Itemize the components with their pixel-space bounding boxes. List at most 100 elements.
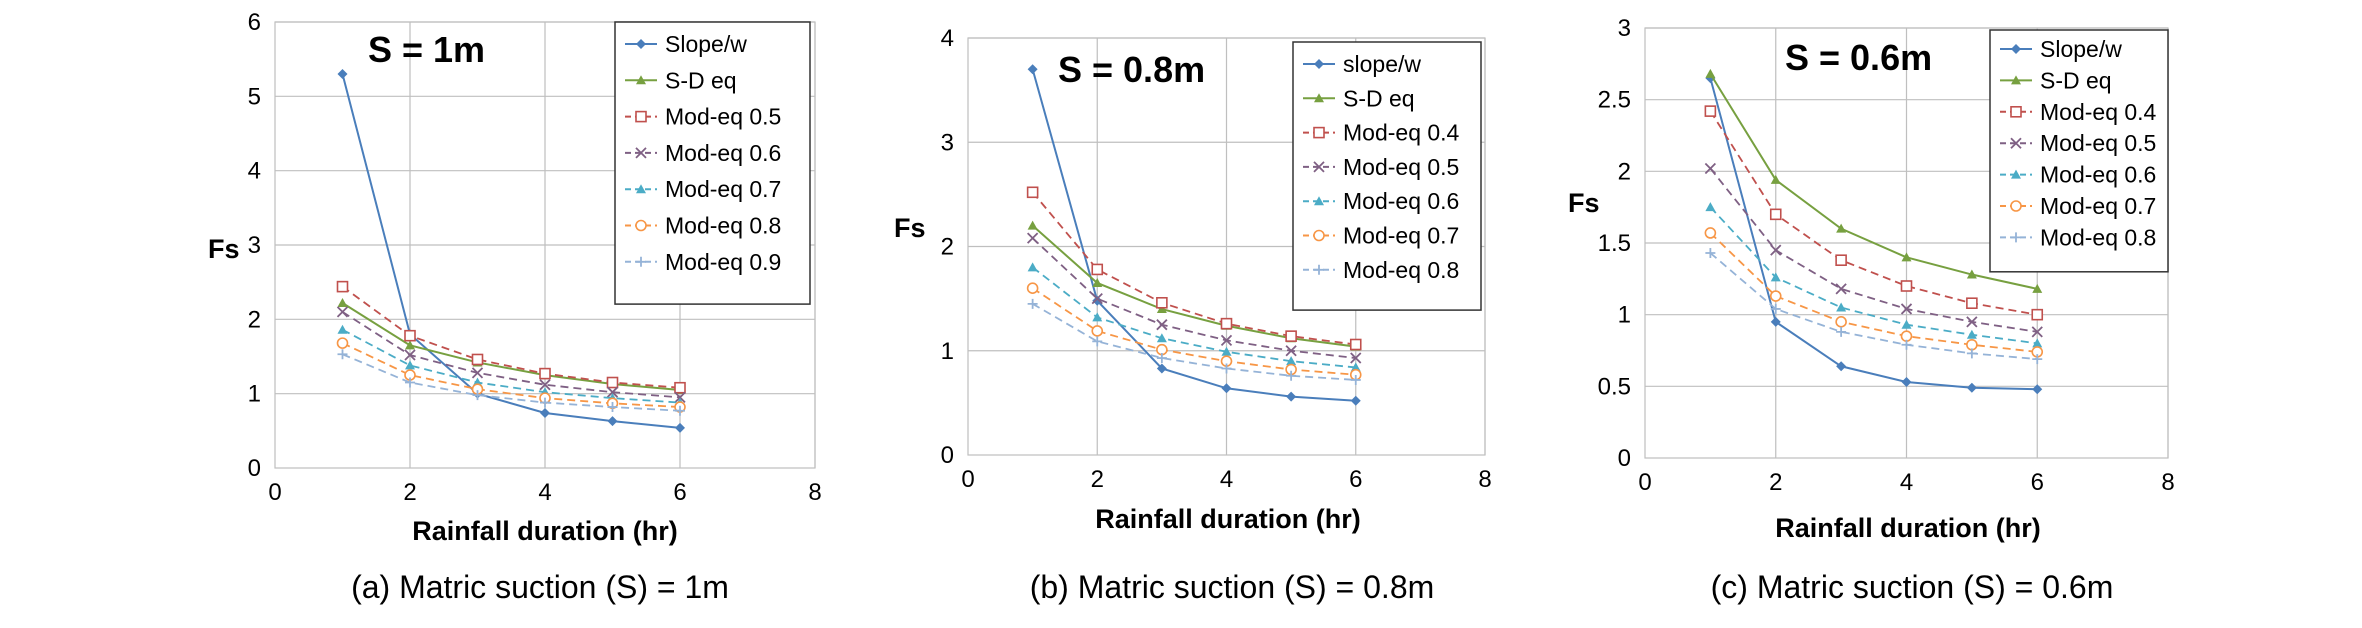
- data-point: [1092, 277, 1103, 287]
- y-axis-label: Fs: [208, 234, 240, 264]
- legend-entry: slope/w: [1343, 51, 1421, 77]
- series-5: [1027, 262, 1361, 372]
- data-point: [1156, 296, 1168, 309]
- y-tick-label: 1.5: [1598, 230, 1631, 257]
- y-tick-label: 3: [1618, 15, 1631, 42]
- legend-marker: [636, 184, 646, 194]
- panel-caption: (a) Matric suction (S) = 1m: [351, 569, 729, 605]
- x-tick-label: 8: [1478, 466, 1491, 493]
- series-1: [337, 69, 685, 433]
- data-point: [1770, 272, 1781, 282]
- data-point: [337, 349, 348, 360]
- x-tick-label: 4: [1220, 466, 1233, 493]
- legend-box: [1292, 41, 1482, 311]
- legend-marker: [2011, 44, 2021, 54]
- data-point: [336, 337, 349, 349]
- data-point: [1285, 330, 1297, 342]
- series-1: [1027, 64, 1361, 406]
- data-point: [1705, 248, 1716, 259]
- data-point: [2031, 308, 2044, 321]
- y-tick-label: 1: [941, 338, 954, 365]
- data-point: [1966, 338, 1978, 351]
- data-point: [1769, 290, 1782, 302]
- series-4: [1704, 162, 2043, 338]
- data-point: [1836, 326, 1847, 337]
- data-point: [1770, 174, 1781, 184]
- legend-entry: Mod-eq 0.6: [1343, 188, 1459, 214]
- data-point: [1901, 252, 1912, 262]
- legend-entry: Mod-eq 0.4: [2040, 99, 2157, 125]
- data-point: [1836, 302, 1847, 312]
- legend-marker: [1314, 196, 1324, 206]
- x-axis-label: Rainfall duration (hr): [412, 516, 678, 546]
- series-line: [342, 328, 681, 404]
- data-point: [336, 280, 349, 293]
- data-point: [540, 407, 550, 418]
- data-point: [1026, 186, 1039, 199]
- y-axis-label: Fs: [894, 213, 926, 243]
- series-line: [341, 285, 681, 389]
- data-point: [675, 405, 685, 416]
- data-point: [337, 69, 348, 80]
- data-point: [607, 402, 618, 413]
- y-tick-label: 3: [941, 129, 954, 156]
- series-4: [336, 306, 686, 404]
- data-point: [606, 376, 619, 389]
- y-tick-label: 2: [248, 306, 261, 333]
- data-point: [539, 367, 551, 380]
- data-point: [1966, 297, 1978, 310]
- y-tick-label: 4: [248, 158, 261, 185]
- data-point: [1220, 334, 1233, 346]
- data-point: [1770, 303, 1781, 314]
- x-tick-label: 4: [1900, 469, 1913, 496]
- data-point: [471, 353, 484, 366]
- data-point: [1900, 280, 1913, 292]
- series-line: [1032, 237, 1356, 359]
- x-tick-label: 2: [403, 479, 416, 506]
- data-point: [1027, 64, 1038, 75]
- series-6: [336, 337, 686, 413]
- data-point: [1900, 330, 1913, 342]
- data-point: [1092, 295, 1103, 306]
- series-4: [1026, 232, 1362, 364]
- series-line: [342, 342, 681, 408]
- legend-box: [614, 21, 811, 305]
- legend-entry: S-D eq: [1343, 85, 1415, 111]
- legend-marker: [1313, 229, 1325, 242]
- legend-marker: [1313, 126, 1325, 139]
- y-tick-label: 2.5: [1598, 87, 1631, 114]
- data-point: [1966, 329, 1977, 339]
- data-point: [1966, 382, 1977, 393]
- panel-caption: (b) Matric suction (S) = 0.8m: [1030, 569, 1435, 605]
- legend-marker: [635, 219, 647, 232]
- data-point: [1835, 283, 1847, 295]
- data-point: [2032, 354, 2043, 365]
- y-tick-label: 1: [248, 381, 261, 408]
- data-point: [1027, 262, 1038, 272]
- legend-entry: Mod-eq 0.4: [1343, 120, 1460, 146]
- data-point: [1349, 338, 1362, 351]
- data-point: [1704, 227, 1717, 239]
- legend-marker: [635, 147, 647, 159]
- legend-entry: Mod-eq 0.5: [1343, 154, 1459, 180]
- data-point: [472, 390, 483, 401]
- data-point: [1091, 325, 1104, 337]
- data-point: [2031, 326, 2043, 338]
- legend-entry: Mod-eq 0.9: [665, 249, 781, 275]
- data-point: [1286, 391, 1297, 402]
- data-point: [1350, 374, 1361, 385]
- legend-entry: Mod-eq 0.7: [665, 176, 781, 202]
- data-point: [404, 349, 416, 361]
- series-line: [1031, 69, 1356, 402]
- data-point: [1350, 395, 1361, 406]
- legend-marker: [2011, 75, 2021, 85]
- x-tick-label: 8: [808, 479, 821, 506]
- y-tick-label: 0: [1618, 445, 1631, 472]
- series-line: [1032, 266, 1356, 369]
- series-line: [1709, 73, 2038, 290]
- x-tick-label: 2: [1769, 469, 1782, 496]
- legend-marker: [2010, 200, 2022, 212]
- y-tick-label: 5: [248, 83, 261, 110]
- series-line: [1709, 110, 2038, 316]
